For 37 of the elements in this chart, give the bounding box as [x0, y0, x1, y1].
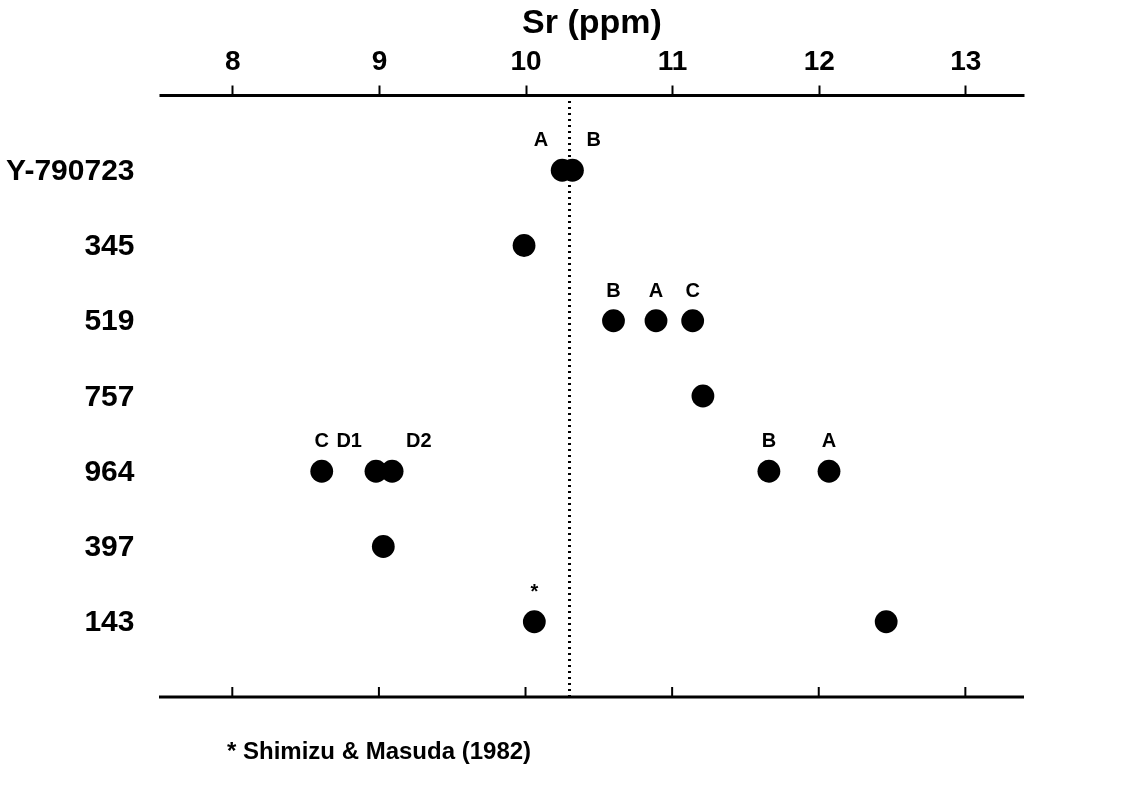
text: A	[533, 128, 549, 151]
point	[691, 384, 715, 408]
series-label: A	[648, 278, 664, 301]
point	[522, 610, 546, 634]
series-label: D1	[336, 429, 362, 452]
x-tick-label: 13	[950, 44, 982, 76]
x-tick-label: 9	[371, 44, 388, 76]
x-axis-title: Sr (ppm)	[522, 1, 662, 40]
y-tick-label: 519	[84, 303, 135, 337]
text: A	[821, 429, 837, 452]
point	[681, 309, 705, 333]
point	[602, 309, 625, 333]
y-tick-label: 143	[84, 604, 135, 638]
y-tick-label: 397	[84, 529, 135, 562]
series-label: *	[530, 579, 539, 602]
x-tick-label: 8	[225, 44, 241, 76]
series-label: D2	[406, 429, 432, 452]
point	[817, 459, 841, 483]
series-label: B	[761, 429, 777, 452]
point	[874, 610, 898, 634]
y-tick-label: 345	[84, 228, 135, 261]
text: B	[586, 128, 601, 151]
y-tick-label: Y-790723	[6, 152, 135, 186]
text: * Shimizu & Masuda (1982)	[227, 737, 532, 764]
y-tick-label: 964	[84, 453, 135, 487]
y-tick-label: 757	[84, 378, 135, 412]
point	[757, 459, 781, 483]
point	[512, 234, 536, 257]
x-tick-label: 12	[803, 44, 835, 76]
x-tick-label: 10	[510, 44, 542, 76]
point	[644, 309, 668, 333]
series-label: C	[314, 429, 329, 452]
point	[310, 459, 334, 483]
point	[371, 535, 395, 558]
text: C	[685, 278, 700, 301]
x-tick-label: 11	[657, 44, 688, 76]
text: B	[606, 278, 621, 301]
